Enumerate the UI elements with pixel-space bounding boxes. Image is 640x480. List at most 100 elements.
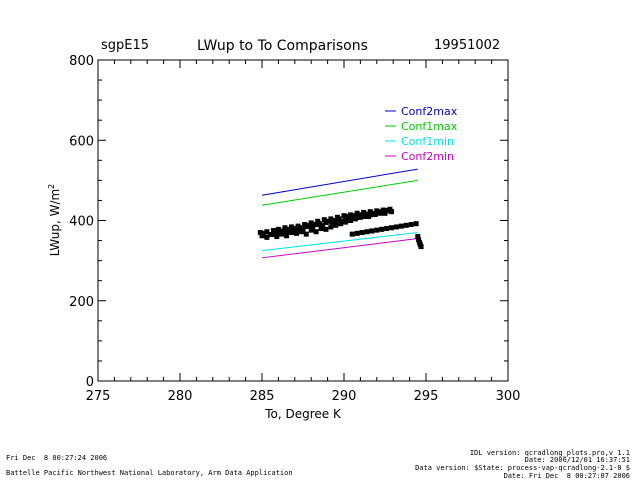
footer-idl-date: Date: 2006/12/01 16:37:51 bbox=[524, 456, 630, 464]
legend-label: Conf1max bbox=[401, 120, 458, 133]
data-point bbox=[387, 206, 393, 212]
data-point bbox=[315, 218, 321, 224]
data-point bbox=[330, 220, 336, 226]
series-line-conf2max bbox=[261, 168, 418, 196]
x-axis-label: To, Degree K bbox=[264, 407, 342, 421]
data-point bbox=[343, 215, 349, 221]
date-label: 19951002 bbox=[434, 38, 501, 53]
data-point bbox=[284, 233, 290, 239]
data-point bbox=[298, 229, 304, 235]
y-tick-label: 0 bbox=[86, 375, 94, 390]
data-point bbox=[313, 229, 319, 235]
data-point bbox=[341, 213, 347, 219]
data-point bbox=[257, 230, 263, 236]
x-tick-label: 285 bbox=[250, 389, 275, 404]
data-point bbox=[374, 227, 380, 233]
data-point bbox=[302, 222, 308, 228]
data-point bbox=[264, 234, 270, 240]
series-line-conf1min bbox=[261, 232, 418, 252]
data-point bbox=[359, 230, 365, 236]
series-line-conf2min bbox=[261, 238, 418, 259]
data-point bbox=[333, 222, 339, 228]
data-point bbox=[369, 228, 375, 234]
data-point bbox=[310, 224, 316, 230]
x-tick-label: 275 bbox=[86, 389, 111, 404]
data-point bbox=[415, 234, 421, 240]
data-point bbox=[413, 221, 419, 227]
legend-label: Conf2min bbox=[401, 150, 454, 163]
data-point bbox=[367, 209, 373, 215]
data-point bbox=[334, 214, 340, 220]
y-tick-label: 400 bbox=[69, 215, 94, 230]
footer-data-version: Data version: $State: process-vap-qcradl… bbox=[415, 464, 630, 472]
data-point bbox=[408, 222, 414, 228]
footer-timestamp: Fri Dec 8 00:27:24 2006 bbox=[6, 454, 108, 462]
x-tick-label: 280 bbox=[168, 389, 193, 404]
footer-institution: Battelle Pacific Northwest National Labo… bbox=[6, 469, 293, 477]
data-point bbox=[284, 229, 290, 235]
y-axis-label-text: LWup, W/m bbox=[48, 189, 62, 256]
data-point bbox=[418, 244, 424, 250]
data-point bbox=[403, 222, 409, 228]
data-point bbox=[338, 221, 344, 227]
data-point bbox=[343, 219, 349, 225]
data-point bbox=[259, 233, 265, 239]
footer-data-date: Date: Fri Dec 8 00:27:07 2006 bbox=[503, 472, 630, 480]
data-point bbox=[279, 231, 285, 237]
data-point bbox=[374, 208, 380, 214]
y-axis-label-sup: 2 bbox=[47, 184, 56, 189]
y-axis-label: LWup, W/m2 bbox=[47, 184, 62, 257]
y-tick-label: 800 bbox=[69, 54, 94, 69]
data-point bbox=[380, 207, 386, 213]
data-point bbox=[303, 231, 309, 237]
data-point bbox=[275, 226, 281, 232]
data-point bbox=[269, 232, 275, 238]
y-tick-label: 600 bbox=[69, 134, 94, 149]
data-point bbox=[308, 227, 314, 233]
x-tick-label: 300 bbox=[496, 389, 521, 404]
x-tick-label: 290 bbox=[332, 389, 357, 404]
data-point bbox=[320, 222, 326, 228]
data-point bbox=[323, 220, 329, 226]
footer-idl-version: IDL version: qcradlong_plots.pro,v 1.1 bbox=[469, 449, 630, 457]
data-point bbox=[379, 226, 385, 232]
data-point bbox=[308, 220, 314, 226]
data-point bbox=[274, 234, 280, 240]
data-point bbox=[354, 210, 360, 216]
data-point bbox=[384, 226, 390, 232]
data-point bbox=[289, 230, 295, 236]
legend-label: Conf1min bbox=[401, 135, 454, 148]
data-point bbox=[333, 218, 339, 223]
data-point bbox=[367, 212, 373, 218]
data-point bbox=[364, 229, 370, 235]
data-point bbox=[328, 224, 334, 230]
data-point bbox=[348, 218, 354, 223]
data-point bbox=[280, 228, 286, 234]
data-point bbox=[352, 216, 358, 222]
data-point bbox=[349, 231, 355, 237]
data-point bbox=[293, 227, 299, 233]
data-point bbox=[398, 223, 404, 229]
data-point bbox=[321, 217, 327, 223]
data-point bbox=[313, 222, 319, 228]
data-point bbox=[323, 226, 329, 232]
data-point bbox=[293, 230, 299, 236]
data-point bbox=[348, 212, 354, 218]
data-point bbox=[318, 226, 324, 232]
data-point bbox=[328, 216, 334, 222]
data-point bbox=[270, 228, 276, 234]
data-point bbox=[354, 230, 360, 236]
data-point bbox=[295, 223, 301, 229]
data-point bbox=[361, 209, 367, 215]
data-point bbox=[393, 224, 399, 230]
chart-title: LWup to To Comparisons bbox=[197, 38, 368, 54]
data-point bbox=[357, 214, 363, 220]
data-point bbox=[362, 213, 368, 219]
site-label: sgpE15 bbox=[101, 38, 150, 53]
series-line-conf1max bbox=[261, 179, 418, 206]
x-tick-label: 295 bbox=[414, 389, 439, 404]
data-point bbox=[372, 211, 378, 217]
y-tick-label: 200 bbox=[69, 295, 94, 310]
data-point bbox=[416, 237, 422, 243]
